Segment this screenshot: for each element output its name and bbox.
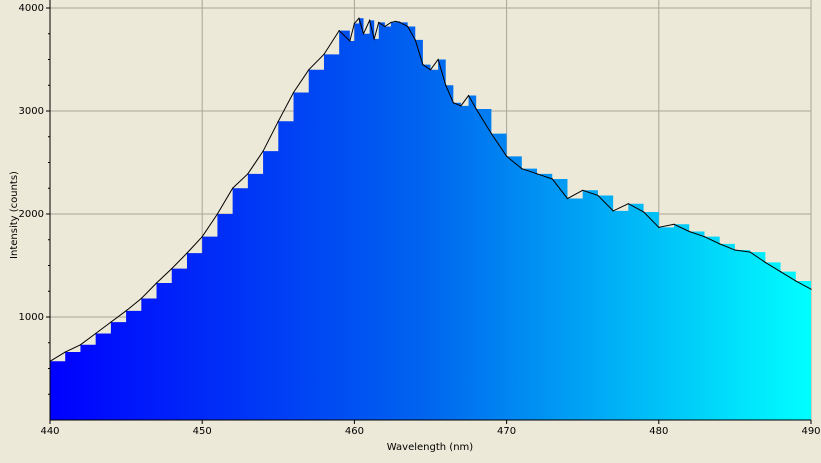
data-point [437, 58, 439, 61]
data-point [779, 271, 782, 273]
data-point [125, 310, 127, 312]
spectrum-area [50, 18, 811, 421]
data-point [506, 155, 508, 157]
data-point [277, 120, 279, 122]
data-point [749, 251, 751, 253]
y-tick-label: 2000 [19, 209, 44, 220]
data-point [612, 210, 614, 212]
data-point [79, 344, 82, 346]
data-point [521, 168, 523, 170]
data-point [719, 243, 721, 245]
data-point [323, 53, 325, 55]
data-point [399, 21, 401, 24]
data-point [292, 91, 295, 94]
data-point [673, 223, 675, 225]
y-axis-label: Intensity (counts) [9, 171, 20, 259]
data-point [353, 22, 355, 25]
data-point [378, 21, 380, 24]
data-point [155, 282, 158, 284]
x-tick-label: 440 [40, 426, 59, 437]
tick-labels: 440 450 460 470 480 490 1000 2000 3000 4000 [19, 3, 821, 437]
data-point [358, 17, 360, 19]
data-point [64, 351, 66, 353]
x-axis-label: Wavelength (nm) [387, 442, 473, 453]
x-tick-label: 490 [801, 426, 820, 437]
data-point [460, 105, 462, 107]
data-point [373, 38, 375, 40]
data-point [597, 194, 599, 197]
data-point [414, 39, 416, 41]
data-point [490, 133, 492, 135]
data-point [216, 213, 219, 215]
data-point [734, 249, 736, 251]
data-point [247, 173, 249, 175]
data-point [582, 189, 584, 191]
data-point [536, 173, 538, 175]
data-point [171, 267, 173, 270]
data-point [422, 64, 424, 66]
data-point [627, 203, 629, 205]
data-point [369, 19, 371, 21]
data-point [467, 94, 470, 97]
data-point [475, 108, 477, 110]
data-point [110, 321, 112, 323]
data-point [95, 332, 97, 335]
x-tick-label: 460 [345, 426, 364, 437]
data-point [140, 297, 142, 300]
axes [49, 0, 811, 421]
x-tick-label: 470 [497, 426, 516, 437]
y-tick-label: 4000 [19, 3, 44, 14]
spectrum-fill [50, 18, 811, 421]
data-point [551, 178, 553, 180]
data-point [384, 25, 386, 28]
data-point [407, 25, 409, 28]
data-point [688, 230, 690, 233]
data-point [445, 84, 447, 86]
data-point [452, 102, 454, 104]
data-point [232, 187, 234, 189]
data-point [308, 69, 310, 71]
y-tick-label: 1000 [19, 312, 44, 323]
y-tick-label: 3000 [19, 106, 44, 117]
data-point [186, 252, 188, 254]
x-tick-label: 480 [649, 426, 668, 437]
data-point [703, 236, 706, 238]
data-point [201, 236, 203, 238]
data-point [566, 197, 569, 200]
data-point [795, 280, 797, 282]
spectrum-line-layer [49, 17, 812, 362]
data-point [362, 33, 365, 35]
data-point [810, 288, 812, 290]
data-point [390, 21, 392, 24]
data-point [394, 20, 397, 22]
data-point [658, 226, 660, 228]
data-point [349, 40, 351, 42]
x-tick-label: 450 [193, 426, 212, 437]
data-point [429, 69, 432, 71]
data-point [262, 150, 264, 152]
data-point [338, 30, 340, 32]
data-point [764, 261, 766, 264]
data-point [642, 211, 645, 213]
